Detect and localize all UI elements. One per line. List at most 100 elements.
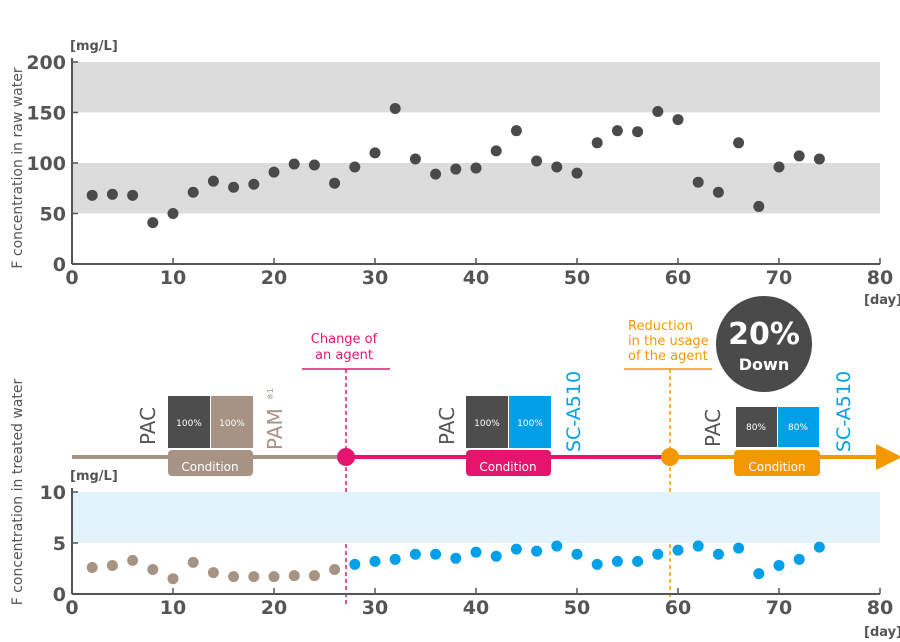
treated-water-point [167,573,179,585]
treated-water-points [86,540,825,585]
treated-water-point [369,555,381,567]
treated-water-point [288,570,300,582]
raw-water-point [147,217,159,229]
treated-water-point [207,567,219,579]
raw-water-x-tick-label: 10 [160,267,186,289]
phase3-agent1: PAC [701,409,725,447]
phase3-pct2: 80% [788,423,808,433]
treated-water-point [773,559,785,571]
phase2-pct1: 100% [474,419,500,429]
treated-water-point [712,548,724,560]
down-badge: 20% Down [716,296,812,392]
phase2-agent1: PAC [435,407,459,445]
raw-water-point [652,105,664,117]
treated-water-point [430,548,442,560]
treated-water-point [793,553,805,565]
treated-water-point [329,564,341,576]
treated-water-point [86,561,98,573]
raw-water-point [571,167,583,179]
raw-water-point [733,137,745,149]
raw-water-point [450,163,462,175]
phase1-condition-box [168,450,253,476]
treated-water-point [531,545,543,557]
raw-water-point [308,159,320,171]
raw-water-point [430,168,442,180]
raw-water-point [611,125,623,137]
treated-water-x-unit: [day] [864,625,900,640]
treated-water-point [450,552,462,564]
treated-water-y-axis-label: F concentration in treated water [10,378,26,605]
treated-water-point [611,555,623,567]
raw-water-point [106,188,118,200]
phase-reduction: PAC 80% 80% Condition SC-A510 [701,371,855,476]
treated-water-point [106,559,118,571]
phase1-agent2: PAM [263,408,287,450]
treated-water-point [248,571,260,583]
raw-water-chart: 0 10 20 30 40 50 60 70 80 0 50 100 150 200 F concentr… [10,39,900,308]
treated-water-point [147,564,159,576]
phase2-condition-box [466,450,551,476]
treated-water-point [228,571,240,583]
raw-water-x-unit: [day] [864,293,900,308]
phase2-box1 [466,396,508,448]
raw-water-point [349,161,361,173]
raw-water-point [329,177,341,189]
raw-water-point [510,125,522,137]
raw-water-x-tick-label: 20 [261,267,287,289]
raw-water-point [389,102,401,114]
reduction-line2: in the usage [628,334,709,349]
raw-water-x-tick-label: 30 [362,267,388,289]
raw-water-y-tick-label: 150 [26,103,66,125]
treated-water-point [591,558,603,570]
raw-water-y-axis-label: F concentration in raw water [10,67,26,268]
treated-water-y-unit: [mg/L] [70,469,118,484]
treated-water-point [672,544,684,556]
reduction-annotation: Reduction in the usage of the agent [624,319,712,606]
phase3-condition-box [734,450,820,476]
treated-water-point [268,571,280,583]
timeline-arrow-head [876,444,900,470]
raw-water-point [409,153,421,165]
raw-water-x-tick-label: 0 [65,267,78,289]
treated-water-point [127,554,139,566]
raw-water-point [369,147,381,159]
raw-water-point [773,161,785,173]
raw-water-axes: 0 10 20 30 40 50 60 70 80 0 50 100 150 200 [26,52,893,289]
treated-water-point [733,542,745,554]
treated-water-point [409,548,421,560]
raw-water-point [228,181,240,193]
treated-water-band-0 [72,492,880,543]
raw-water-point [248,178,260,190]
raw-water-point [167,208,179,219]
phase1-condition-label: Condition [181,460,238,474]
treated-water-bands [72,492,880,543]
treated-water-point [813,541,825,553]
raw-water-point [813,153,825,165]
phase2-agent2: SC-A510 [563,371,585,452]
phase3-pct1: 80% [746,423,766,433]
treated-water-chart: 0 10 20 30 40 50 60 70 80 0 5 10 F concentration in… [10,378,900,640]
phase1-pct2: 100% [219,419,245,429]
raw-water-y-tick-label: 200 [26,52,66,74]
phase3-box2 [778,407,819,447]
down-badge-percent: 20% [728,317,800,352]
treated-water-y-tick-label: 5 [53,533,66,555]
raw-water-point [793,150,805,162]
reduction-line3: of the agent [628,349,708,364]
treated-water-x-tick-label: 0 [65,597,78,619]
treated-water-x-tick-label: 10 [160,597,186,619]
change-agent-line1: Change of [311,332,378,347]
raw-water-x-tick-label: 80 [867,267,893,289]
raw-water-point [591,137,603,149]
raw-water-band-1 [72,62,880,113]
phase2-pct2: 100% [517,419,543,429]
reduction-line1: Reduction [628,319,693,334]
phase1-agent1: PAC [136,407,160,445]
phase3-box1 [736,407,777,447]
phase3-agent2: SC-A510 [833,371,855,452]
raw-water-point [207,175,219,187]
treated-water-x-tick-label: 30 [362,597,388,619]
treated-water-point [632,555,644,567]
treated-water-point [389,553,401,565]
treated-water-x-tick-label: 70 [766,597,792,619]
